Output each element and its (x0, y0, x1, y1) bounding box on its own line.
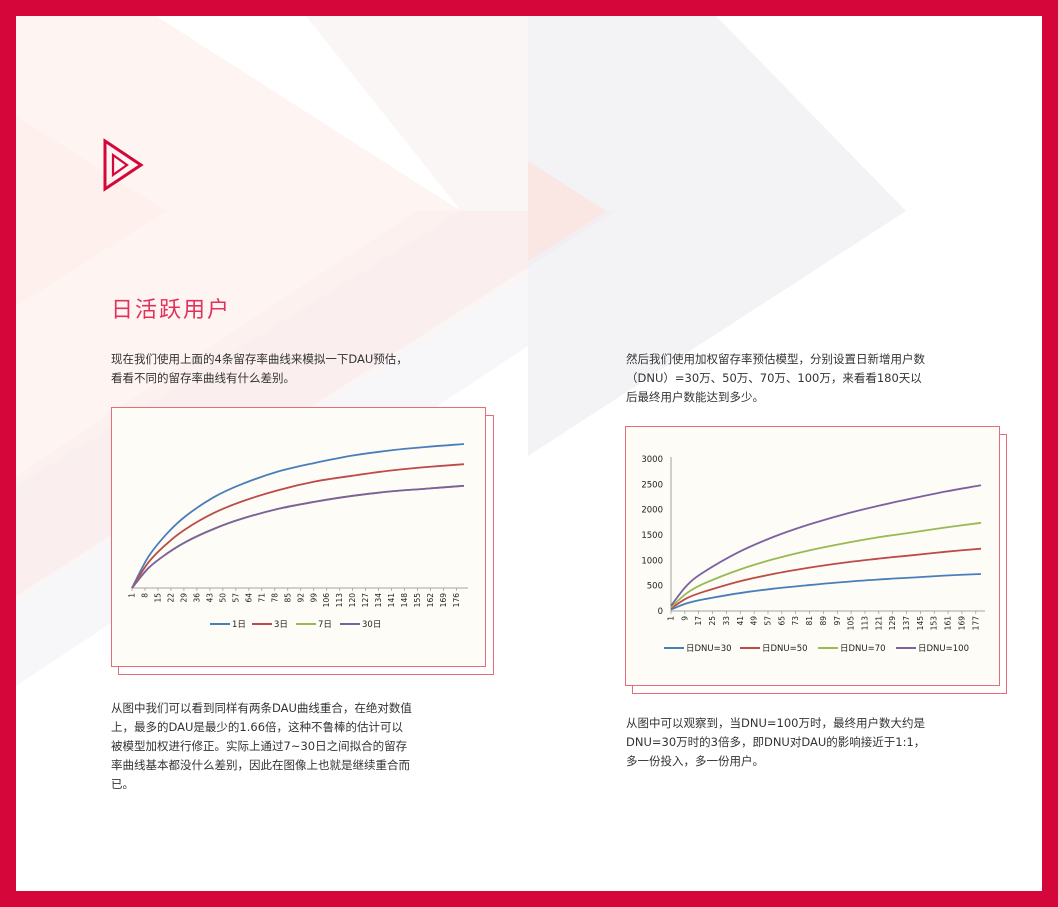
x-tick-label: 36 (192, 593, 201, 603)
x-tick-label: 15 (153, 593, 162, 603)
right-intro-text: 然后我们使用加权留存率预估模型，分别设置日新增用户数（DNU）=30万、50万、… (626, 352, 925, 404)
x-tick-label: 169 (439, 593, 448, 608)
legend-label: 30日 (362, 620, 381, 630)
x-tick-label: 33 (722, 616, 731, 626)
x-tick-label: 78 (270, 593, 279, 603)
right-conclusion-text: 从图中可以观察到，当DNU=100万时，最终用户数大约是DNU=30万时的3倍多… (626, 716, 926, 768)
x-tick-label: 148 (400, 593, 409, 608)
y-tick-label: 500 (647, 582, 663, 592)
x-tick-label: 177 (971, 616, 980, 631)
legend-label: 日DNU=100 (918, 644, 969, 654)
x-tick-label: 161 (944, 616, 953, 631)
series-line-1 (131, 463, 465, 589)
x-tick-label: 89 (819, 616, 828, 626)
x-tick-label: 81 (805, 616, 814, 626)
series-line-3 (131, 484, 465, 589)
dnu-dau-chart: 0 500 1000 1500 2000 2500 3000 1 9 17 25 33 41 49 57 65… (641, 455, 985, 654)
x-tick-label: 141 (387, 593, 396, 608)
x-tick-label: 57 (763, 616, 772, 626)
x-tick-label: 121 (874, 616, 883, 631)
y-tick-label: 3000 (641, 455, 663, 465)
x-tick-label: 9 (680, 616, 689, 621)
page-title: 日活跃用户 (111, 298, 232, 323)
series-line-0 (131, 443, 465, 589)
y-tick-label: 0 (658, 607, 663, 617)
x-tick-label: 134 (374, 593, 383, 608)
x-tick-label: 1 (667, 616, 676, 621)
x-tick-label: 127 (361, 593, 370, 608)
y-tick-label: 1500 (641, 531, 663, 541)
x-tick-label: 57 (231, 593, 240, 603)
retention-dau-chart: 1 8 15 22 29 36 43 50 57 64 71 78 85 92 99 106 113 120 127… (128, 443, 468, 630)
series-line-2 (670, 521, 982, 609)
series-line-0 (670, 573, 982, 611)
legend-label: 1日 (232, 620, 246, 630)
x-tick-label: 153 (930, 616, 939, 631)
x-tick-label: 99 (309, 593, 318, 603)
x-tick-label: 25 (708, 616, 717, 626)
x-tick-label: 169 (957, 616, 966, 631)
y-tick-label: 2000 (641, 506, 663, 516)
y-tick-label: 1000 (641, 556, 663, 566)
x-tick-label: 113 (860, 616, 869, 631)
x-tick-label: 49 (750, 616, 759, 626)
x-tick-label: 176 (452, 593, 461, 608)
x-tick-label: 85 (283, 593, 292, 603)
x-tick-label: 29 (179, 593, 188, 603)
x-tick-label: 1 (128, 593, 137, 598)
x-tick-label: 8 (140, 593, 149, 598)
left-chart-card: 1 8 15 22 29 36 43 50 57 64 71 78 85 92 99 106 113 120 127… (111, 407, 495, 677)
x-tick-label: 129 (888, 616, 897, 631)
series-line-1 (670, 547, 982, 610)
x-tick-label: 97 (833, 616, 842, 626)
legend-label: 日DNU=30 (686, 644, 732, 654)
x-tick-label: 73 (791, 616, 800, 626)
chevron-background (16, 16, 906, 686)
x-tick-label: 155 (413, 593, 422, 608)
x-tick-label: 137 (902, 616, 911, 631)
left-intro-text: 现在我们使用上面的4条留存率曲线来模拟一下DAU预估，看看不同的留存率曲线有什么… (111, 352, 408, 385)
x-tick-label: 71 (257, 593, 266, 603)
x-tick-label: 22 (166, 593, 175, 603)
y-tick-label: 2500 (641, 480, 663, 490)
x-tick-label: 65 (777, 616, 786, 626)
x-tick-label: 145 (916, 616, 925, 631)
series-line-2 (131, 484, 465, 589)
right-chart-card: 0 500 1000 1500 2000 2500 3000 1 9 17 25 33 41 49 57 65… (625, 426, 1007, 696)
series-line-3 (670, 484, 982, 607)
x-tick-label: 17 (694, 616, 703, 626)
x-tick-label: 105 (847, 616, 856, 631)
x-tick-label: 64 (244, 593, 253, 603)
x-tick-label: 43 (205, 593, 214, 603)
play-triangle-logo-icon (103, 138, 144, 192)
legend-label: 日DNU=50 (762, 644, 808, 654)
x-tick-label: 113 (335, 593, 344, 608)
x-tick-label: 106 (322, 593, 331, 608)
x-tick-label: 41 (736, 616, 745, 626)
left-conclusion-text: 从图中我们可以看到同样有两条DAU曲线重合，在绝对数值上，最多的DAU是最少的1… (111, 701, 412, 791)
x-tick-label: 50 (218, 593, 227, 603)
legend-label: 7日 (318, 620, 332, 630)
x-tick-label: 162 (426, 593, 435, 608)
legend-label: 日DNU=70 (840, 644, 886, 654)
x-tick-label: 120 (348, 593, 357, 608)
legend-label: 3日 (274, 620, 288, 630)
x-tick-label: 92 (296, 593, 305, 603)
